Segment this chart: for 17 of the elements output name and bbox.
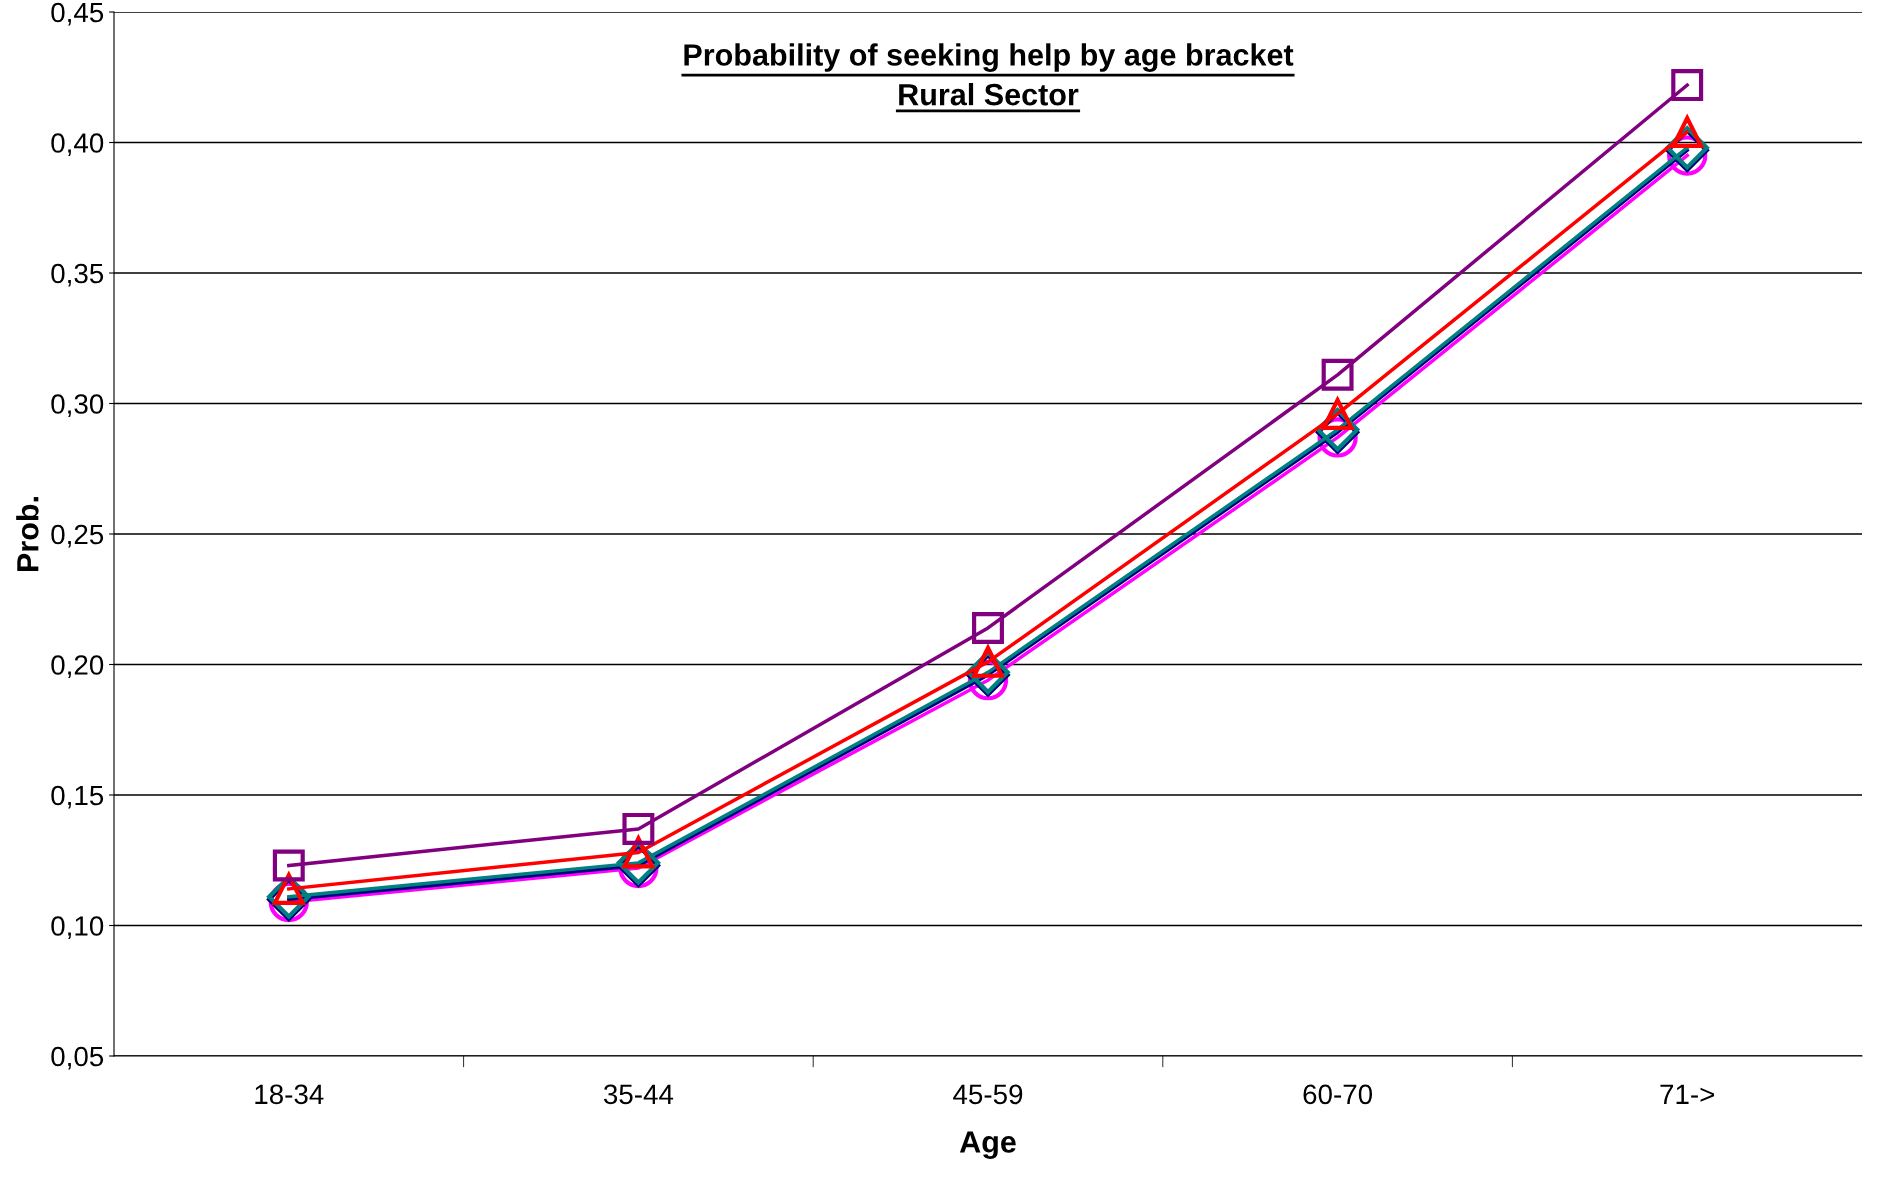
x-axis-title: Age <box>959 1131 1016 1159</box>
text: Probability of seeking help by age bracket Rural Sector <box>684 43 1294 106</box>
x-tick-label: 60-70 <box>1303 1084 1373 1105</box>
y-tick-label: 0,45 <box>51 2 104 26</box>
x-tick-label: 35-44 <box>603 1084 674 1105</box>
y-tick-label: 0,05 <box>51 1046 104 1070</box>
y-tick-label: 0,15 <box>51 785 104 809</box>
y-axis-title: Prob. <box>16 497 39 571</box>
y-tick-label: 0,35 <box>51 263 104 287</box>
y-tick-label: 0,40 <box>51 133 104 157</box>
y-tick-label: 0,20 <box>51 655 104 679</box>
y-tick-label: 0,10 <box>51 916 104 940</box>
x-tick-label: 18-34 <box>255 1084 324 1105</box>
y-tick-label: 0,30 <box>51 394 104 418</box>
y-tick-label: 0,25 <box>51 524 104 548</box>
x-tick-label: 71-> <box>1660 1084 1715 1104</box>
x-tick-label: 45-59 <box>953 1084 1023 1105</box>
